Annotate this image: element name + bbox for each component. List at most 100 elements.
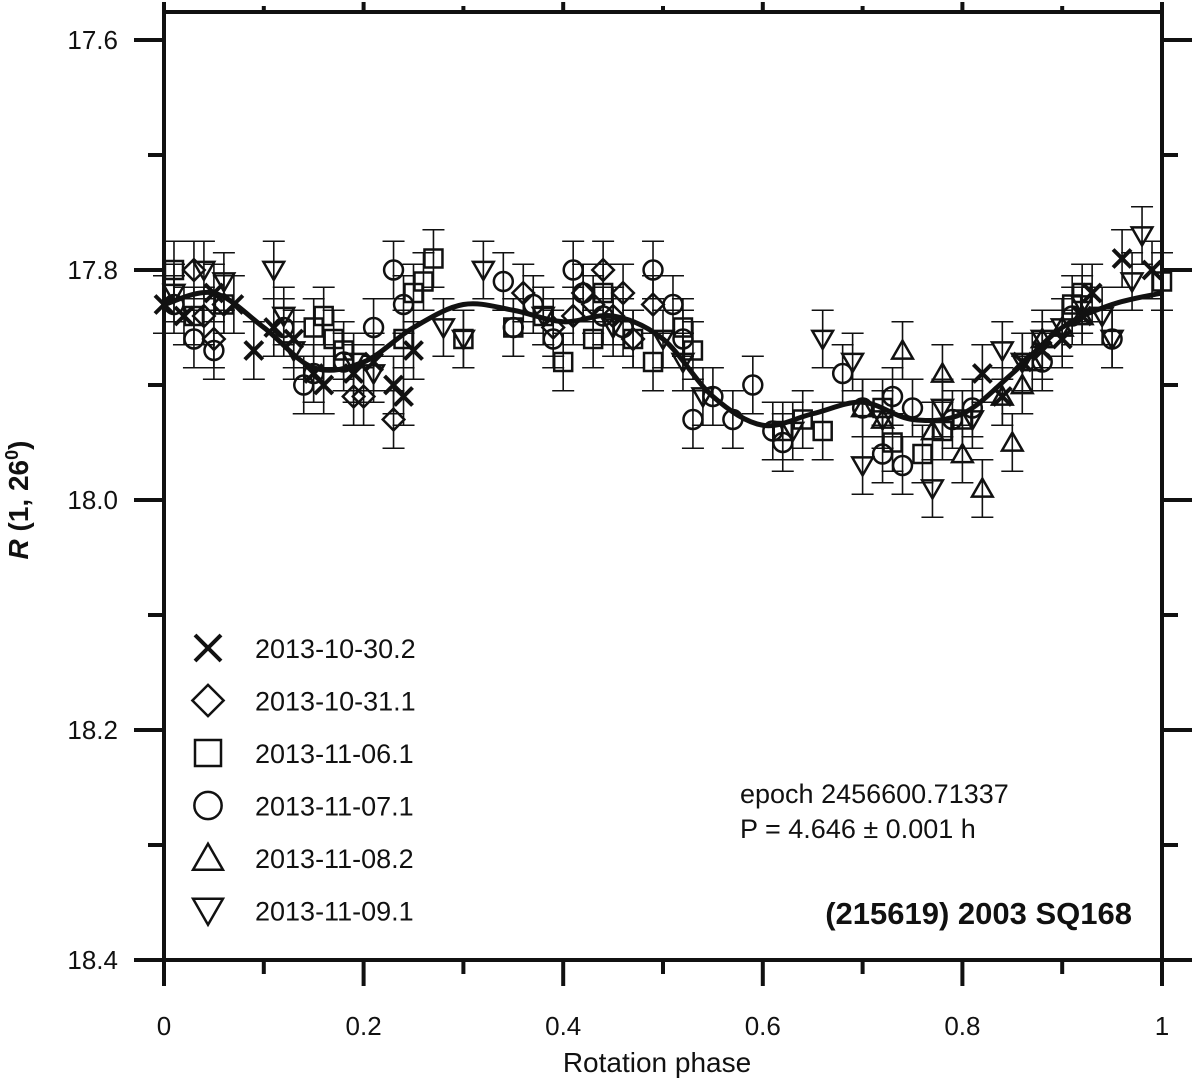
data-point-triangle-down xyxy=(1119,272,1145,294)
data-point-circle xyxy=(871,443,894,465)
data-point-circle xyxy=(572,282,594,304)
data-point-triangle-down xyxy=(1099,329,1125,352)
data-point-square xyxy=(912,443,933,465)
data-point-circle xyxy=(702,385,724,408)
data-point-triangle-down xyxy=(341,352,367,375)
data-point-triangle-up xyxy=(999,430,1025,452)
data-point-circle xyxy=(662,293,684,316)
data-point-x xyxy=(363,351,384,373)
data-point-x xyxy=(1011,351,1033,373)
error-bar xyxy=(452,309,475,369)
data-point-circle xyxy=(742,374,764,396)
data-point-square xyxy=(672,317,694,338)
data-points xyxy=(153,226,1173,501)
data-point-x xyxy=(393,386,414,407)
error-bar xyxy=(262,240,285,300)
x-tick-label: 1 xyxy=(1155,1011,1169,1041)
data-point-diamond xyxy=(610,280,636,306)
data-point-circle xyxy=(502,316,524,339)
data-point-triangle-down xyxy=(690,387,716,409)
y-axis-title: R (1, 260) xyxy=(2,441,34,560)
data-point-diamond xyxy=(640,291,666,318)
error-bar xyxy=(1121,251,1144,312)
data-point-circle xyxy=(592,305,614,327)
data-point-circle xyxy=(642,259,664,281)
legend-label: 2013-11-09.1 xyxy=(255,897,414,927)
data-point-circle xyxy=(672,328,694,350)
data-point-triangle-down xyxy=(919,479,945,501)
data-point-square xyxy=(792,409,813,430)
data-point-triangle-down xyxy=(1129,226,1155,248)
period-annotation: P = 4.646 ± 0.001 h xyxy=(740,814,976,844)
chart-title: (215619) 2003 SQ168 xyxy=(825,896,1132,931)
data-point-circle xyxy=(1031,351,1053,373)
data-point-circle xyxy=(542,328,564,350)
data-point-circle xyxy=(562,259,584,281)
x-tick-label: 0.2 xyxy=(346,1011,382,1041)
data-point-triangle-down xyxy=(1069,295,1095,317)
data-point-circle xyxy=(382,259,405,281)
error-bar xyxy=(971,458,994,519)
data-point-circle xyxy=(203,339,225,362)
error-bar xyxy=(741,355,764,415)
data-point-triangle-down xyxy=(1029,329,1055,352)
data-point-diamond xyxy=(211,291,237,318)
data-point-triangle-down xyxy=(1089,306,1115,329)
data-point-x xyxy=(243,340,265,361)
error-bar xyxy=(851,435,874,496)
data-point-triangle-down xyxy=(1049,318,1075,340)
y-tick-label: 18.4 xyxy=(67,945,118,975)
data-point-triangle-up xyxy=(890,338,916,360)
data-point-circle xyxy=(831,362,854,385)
data-point-square xyxy=(582,328,604,350)
data-point-diamond xyxy=(560,303,586,329)
data-point-triangle-down xyxy=(840,352,866,375)
data-point-triangle-down xyxy=(850,456,876,478)
diamond-marker-icon xyxy=(190,683,226,718)
data-point-circle xyxy=(682,408,704,431)
x-axis-title: Rotation phase xyxy=(563,1047,751,1078)
data-point-triangle-down xyxy=(211,272,237,294)
data-point-square xyxy=(313,305,334,327)
error-bar xyxy=(1101,309,1124,369)
data-point-x xyxy=(403,340,424,361)
data-point-triangle-down xyxy=(450,329,476,352)
error-bar xyxy=(721,389,744,450)
data-point-triangle-down xyxy=(989,341,1015,363)
data-point-triangle-down xyxy=(870,410,896,432)
data-point-circle xyxy=(332,351,355,373)
legend-label: 2013-11-06.1 xyxy=(255,739,414,769)
error-bar xyxy=(642,332,665,392)
data-point-square xyxy=(1071,282,1093,304)
data-point-diamond xyxy=(590,257,616,283)
error-bar xyxy=(681,389,704,450)
error-bar xyxy=(362,343,385,404)
error-bar xyxy=(502,297,525,358)
legend-label: 2013-11-08.2 xyxy=(255,844,414,874)
data-point-circle xyxy=(881,385,904,408)
axis-ticks xyxy=(134,2,1192,986)
data-point-circle xyxy=(961,397,984,419)
data-point-triangle-down xyxy=(161,283,187,306)
data-point-square xyxy=(812,420,833,442)
legend-label: 2013-10-31.1 xyxy=(255,687,416,717)
data-point-x xyxy=(1111,248,1133,269)
data-point-circle xyxy=(891,454,914,477)
data-point-triangle-down xyxy=(600,318,626,340)
data-point-square xyxy=(552,351,574,373)
error-bar xyxy=(642,240,665,300)
data-point-square xyxy=(183,305,205,327)
data-point-triangle-up xyxy=(919,418,945,441)
error-bar xyxy=(811,401,834,461)
error-bar xyxy=(951,424,974,484)
legend-label: 2013-11-07.1 xyxy=(255,792,414,822)
data-point-circle xyxy=(492,270,515,293)
data-point-triangle-down xyxy=(271,306,297,329)
data-point-circle xyxy=(722,408,744,431)
data-point-triangle-down xyxy=(191,260,217,283)
legend: 2013-10-30.2 2013-10-31.1 2013-11-06.1 2013… xyxy=(190,633,416,928)
data-point-circle xyxy=(183,328,205,350)
error-bar xyxy=(1131,205,1154,266)
data-point-triangle-down xyxy=(261,260,287,283)
